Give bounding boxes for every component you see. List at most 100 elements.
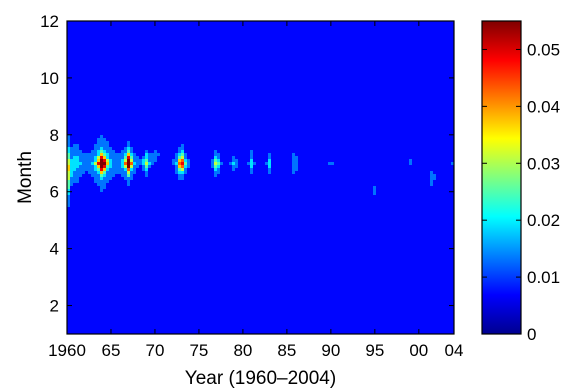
heatmap-cell	[427, 42, 431, 46]
heatmap-cell	[430, 21, 434, 25]
heatmap-cell	[106, 123, 110, 127]
heatmap-cell	[250, 72, 254, 76]
heatmap-cell	[406, 123, 410, 127]
heatmap-cell	[148, 105, 152, 109]
heatmap-cell	[211, 123, 215, 127]
heatmap-cell	[91, 51, 95, 55]
heatmap-cell	[343, 66, 347, 70]
heatmap-cell	[133, 63, 137, 67]
heatmap-cell	[322, 78, 326, 82]
heatmap-cell	[202, 21, 206, 25]
heatmap-cell	[355, 21, 359, 25]
heatmap-cell	[172, 51, 176, 55]
heatmap-cell	[427, 51, 431, 55]
heatmap-cell	[106, 21, 110, 25]
heatmap-cell	[148, 111, 152, 115]
heatmap-cell	[202, 129, 206, 133]
heatmap-cell	[376, 51, 380, 55]
heatmap-cell	[247, 120, 251, 124]
heatmap-cell	[277, 90, 281, 94]
heatmap-cell	[295, 30, 299, 34]
heatmap-cell	[229, 123, 233, 127]
heatmap-cell	[355, 93, 359, 97]
heatmap-cell	[115, 81, 119, 85]
heatmap-cell	[436, 99, 440, 103]
heatmap-cell	[259, 45, 263, 49]
heatmap-cell	[430, 54, 434, 58]
heatmap-cell	[94, 123, 98, 127]
heatmap-cell	[373, 108, 377, 112]
heatmap-cell	[259, 60, 263, 64]
heatmap-cell	[406, 105, 410, 109]
heatmap-cell	[367, 90, 371, 94]
heatmap-cell	[358, 30, 362, 34]
heatmap-cell	[235, 48, 239, 52]
heatmap-cell	[412, 129, 416, 133]
heatmap-cell	[142, 90, 146, 94]
heatmap-cell	[433, 36, 437, 40]
heatmap-cell	[190, 132, 194, 136]
heatmap-cell	[130, 96, 134, 100]
heatmap-cell	[154, 93, 158, 97]
heatmap-cell	[379, 111, 383, 115]
heatmap-cell	[280, 36, 284, 40]
heatmap-cell	[67, 114, 71, 118]
heatmap-cell	[154, 54, 158, 58]
heatmap-cell	[88, 66, 92, 70]
heatmap-cell	[94, 72, 98, 76]
heatmap-cell	[448, 63, 452, 67]
heatmap-cell	[94, 48, 98, 52]
heatmap-cell	[388, 60, 392, 64]
heatmap-cell	[331, 84, 335, 88]
heatmap-cell	[292, 132, 296, 136]
heatmap-cell	[127, 39, 131, 43]
heatmap-cell	[373, 120, 377, 124]
heatmap-cell	[244, 84, 248, 88]
heatmap-cell	[226, 30, 230, 34]
heatmap-cell	[424, 48, 428, 52]
heatmap-cell	[178, 117, 182, 121]
heatmap-cell	[391, 129, 395, 133]
heatmap-cell	[133, 135, 137, 139]
heatmap-cell	[106, 45, 110, 49]
heatmap-cell	[298, 30, 302, 34]
heatmap-cell	[304, 93, 308, 97]
heatmap-cell	[358, 78, 362, 82]
heatmap-cell	[388, 108, 392, 112]
heatmap-cell	[223, 84, 227, 88]
heatmap-cell	[166, 129, 170, 133]
heatmap-cell	[334, 60, 338, 64]
heatmap-cell	[310, 84, 314, 88]
heatmap-cell	[73, 90, 77, 94]
heatmap-cell	[256, 27, 260, 31]
heatmap-cell	[145, 117, 149, 121]
heatmap-cell	[208, 111, 212, 115]
heatmap-cell	[418, 42, 422, 46]
heatmap-cell	[340, 108, 344, 112]
heatmap-cell	[247, 132, 251, 136]
heatmap-cell	[91, 102, 95, 106]
heatmap-cell	[430, 48, 434, 52]
heatmap-cell	[136, 63, 140, 67]
heatmap-cell	[307, 21, 311, 25]
heatmap-cell	[163, 87, 167, 91]
heatmap-cell	[268, 117, 272, 121]
heatmap-cell	[271, 39, 275, 43]
heatmap-cell	[412, 27, 416, 31]
heatmap-cell	[442, 21, 446, 25]
heatmap-cell	[208, 24, 212, 28]
heatmap-cell	[193, 123, 197, 127]
heatmap-cell	[322, 129, 326, 133]
heatmap-cell	[121, 45, 125, 49]
heatmap-cell	[217, 42, 221, 46]
heatmap-cell	[445, 81, 449, 85]
heatmap-cell	[121, 39, 125, 43]
heatmap-cell	[295, 126, 299, 130]
heatmap-cell	[133, 51, 137, 55]
heatmap-cell	[400, 39, 404, 43]
heatmap-cell	[367, 30, 371, 34]
heatmap-cell	[337, 24, 341, 28]
heatmap-cell	[259, 84, 263, 88]
heatmap-cell	[343, 90, 347, 94]
heatmap-cell	[112, 69, 116, 73]
